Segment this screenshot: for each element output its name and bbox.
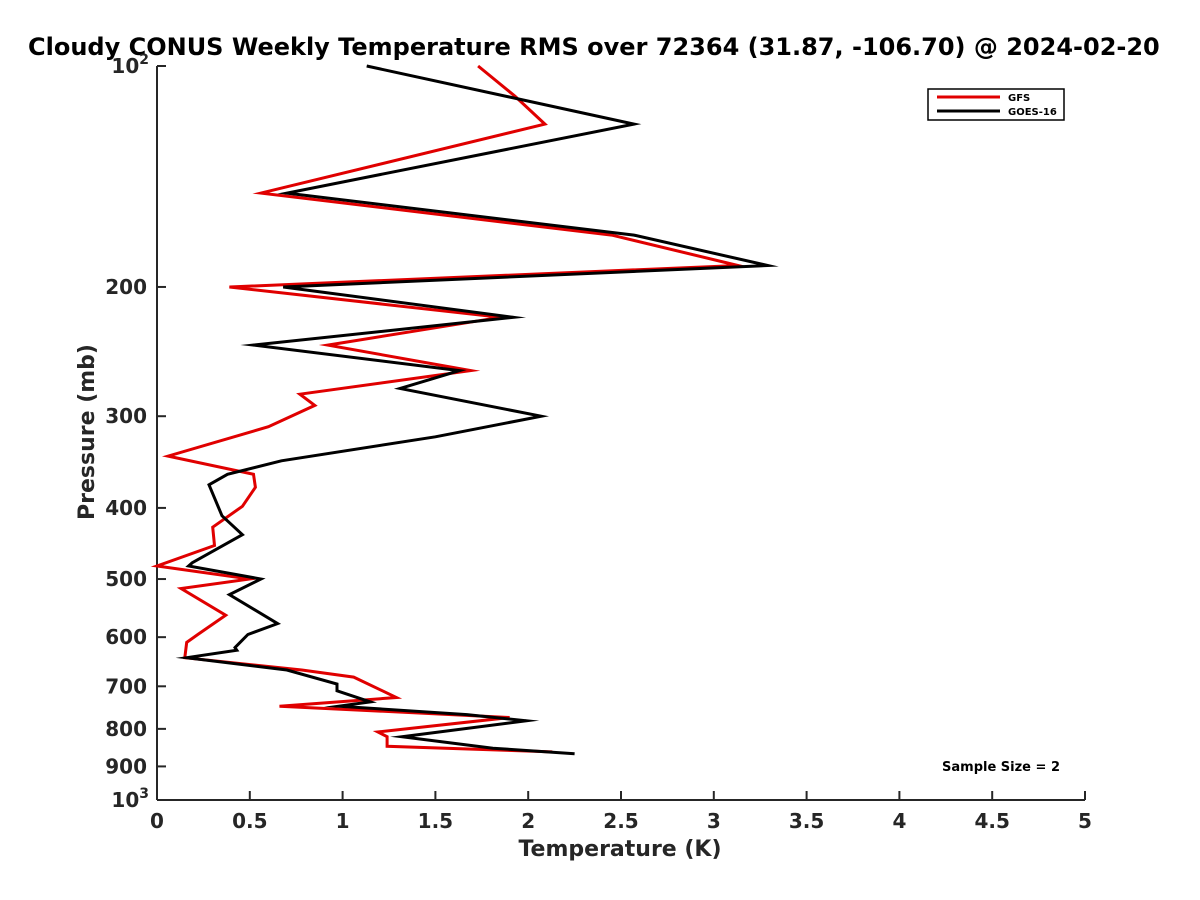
y-tick-label: 103 bbox=[111, 786, 149, 812]
y-tick-label: 700 bbox=[105, 674, 147, 698]
legend-entry-label: GFS bbox=[1008, 93, 1030, 104]
x-tick-label: 5 bbox=[1078, 809, 1092, 833]
y-tick-label: 300 bbox=[105, 404, 147, 428]
x-tick-label: 4.5 bbox=[974, 809, 1009, 833]
y-tick-label: 600 bbox=[105, 625, 147, 649]
y-tick-label: 500 bbox=[105, 567, 147, 591]
x-tick-label: 0 bbox=[150, 809, 164, 833]
y-axis-label: Pressure (mb) bbox=[75, 344, 100, 520]
plot-area: 0 0.5 1 1.5 2 2.5 3 3.5 4 4.5 5 102 200 300 400 500 600 7… bbox=[105, 52, 1092, 833]
legend-box bbox=[927, 88, 1065, 121]
x-tick-label: 3.5 bbox=[789, 809, 824, 833]
y-tick-label: 200 bbox=[105, 275, 147, 299]
x-tick-label: 1.5 bbox=[418, 809, 453, 833]
chart-title: Cloudy CONUS Weekly Temperature RMS over… bbox=[28, 33, 1160, 61]
series-line-goes-16 bbox=[175, 64, 779, 756]
x-tick-label: 3 bbox=[707, 809, 721, 833]
x-tick-label: 2.5 bbox=[603, 809, 638, 833]
y-tick-label: 900 bbox=[105, 754, 147, 778]
legend-entry-label: GOES-16 bbox=[1008, 107, 1057, 118]
x-tick-label: 2 bbox=[521, 809, 535, 833]
y-tick-label: 800 bbox=[105, 717, 147, 741]
x-tick-label: 0.5 bbox=[232, 809, 267, 833]
y-tick-label: 102 bbox=[111, 52, 149, 78]
x-tick-label: 4 bbox=[892, 809, 906, 833]
legend: GFS GOES-16 bbox=[927, 88, 1065, 121]
sample-size-annotation: Sample Size = 2 bbox=[942, 760, 1060, 775]
x-tick-label: 1 bbox=[336, 809, 350, 833]
y-tick-label: 400 bbox=[105, 496, 147, 520]
x-axis-label: Temperature (K) bbox=[518, 837, 721, 862]
series-line-gfs bbox=[150, 64, 749, 754]
